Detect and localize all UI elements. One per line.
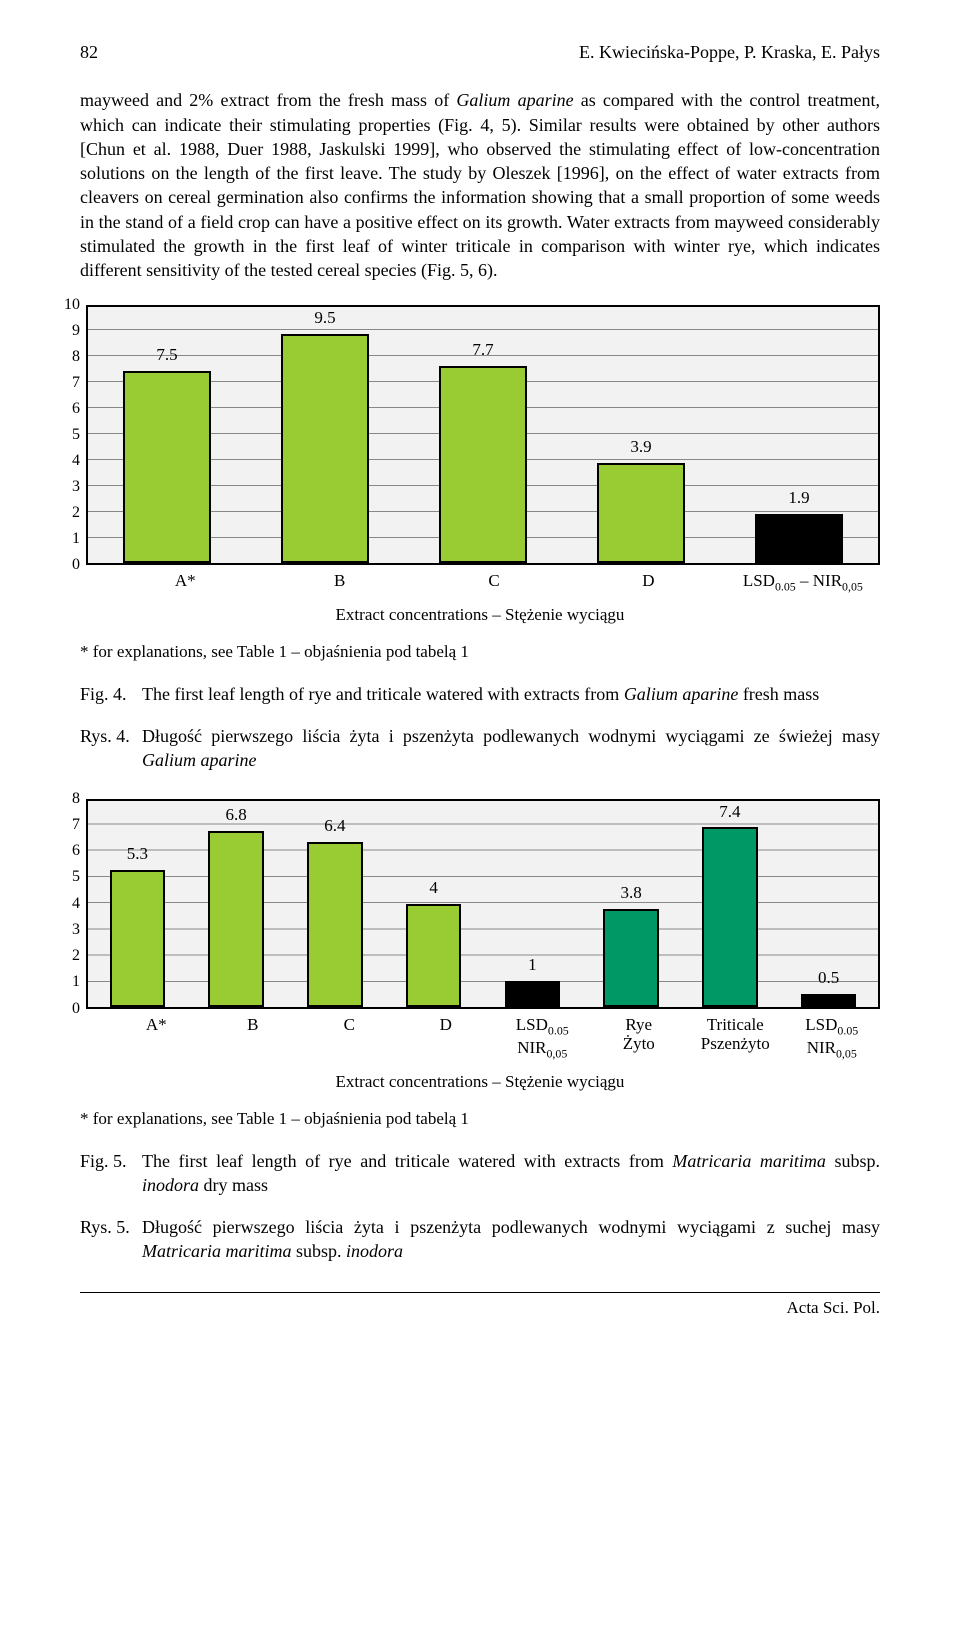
figure-text: Długość pierwszego liścia żyta i pszenży… [142, 724, 880, 773]
bar-value-label: 7.4 [719, 801, 740, 824]
chart-bar: 9.5 [246, 307, 404, 563]
chart-bar: 6.8 [187, 801, 286, 1007]
chart-bar: 7.4 [681, 801, 780, 1007]
x-axis-labels: A*BCDLSD0.05 – NIR0,05 [108, 565, 880, 594]
x-tick-label: D [571, 565, 725, 594]
figure-text: The first leaf length of rye and tritica… [142, 1149, 880, 1198]
x-tick-label: B [262, 565, 416, 594]
chart-bar: 3.9 [562, 307, 720, 563]
x-tick-label: LSD0.05NIR0,05 [784, 1009, 881, 1061]
body-paragraph: mayweed and 2% extract from the fresh ma… [80, 88, 880, 282]
journal-name: Acta Sci. Pol. [787, 1298, 881, 1317]
page-footer: Acta Sci. Pol. [80, 1292, 880, 1320]
x-tick-label: A* [108, 565, 262, 594]
bar-value-label: 0.5 [818, 967, 839, 990]
x-axis-title: Extract concentrations – Stężenie wyciąg… [80, 1071, 880, 1094]
figure-4-caption-pl: Rys. 4. Długość pierwszego liścia żyta i… [80, 724, 880, 773]
figure-5-caption-pl: Rys. 5. Długość pierwszego liścia żyta i… [80, 1215, 880, 1264]
bar-rect [281, 334, 369, 563]
figure-text: The first leaf length of rye and tritica… [142, 682, 880, 706]
bar-value-label: 6.8 [226, 804, 247, 827]
chart-bar: 1.9 [720, 307, 878, 563]
bar-value-label: 7.7 [472, 339, 493, 362]
bar-value-label: 6.4 [324, 815, 345, 838]
figure-4-caption-en: Fig. 4. The first leaf length of rye and… [80, 682, 880, 706]
running-header: 82 E. Kwiecińska-Poppe, P. Kraska, E. Pa… [80, 40, 880, 64]
figure-label: Rys. 5. [80, 1215, 142, 1264]
x-tick-label: LSD0.05NIR0,05 [494, 1009, 591, 1061]
x-tick-label: C [301, 1009, 398, 1061]
bar-rect [110, 870, 165, 1006]
x-tick-label: B [205, 1009, 302, 1061]
figure-text: Długość pierwszego liścia żyta i pszenży… [142, 1215, 880, 1264]
bar-value-label: 3.9 [630, 436, 651, 459]
figure-4-footnote: * for explanations, see Table 1 – objaśn… [80, 641, 880, 664]
bar-rect [505, 981, 560, 1007]
bar-rect [755, 514, 843, 563]
plot-area: 5.3 6.8 6.4 4 1 3.8 [86, 799, 880, 1009]
bar-value-label: 3.8 [621, 882, 642, 905]
figure-label: Fig. 5. [80, 1149, 142, 1198]
bar-rect [439, 366, 527, 563]
bar-value-label: 1 [528, 954, 537, 977]
paragraph-text: mayweed and 2% extract from the fresh ma… [80, 90, 880, 280]
x-axis-labels: A*BCDLSD0.05NIR0,05RyeŻytoTriticalePszen… [108, 1009, 880, 1061]
bar-rect [208, 831, 263, 1006]
page-number: 82 [80, 40, 98, 64]
chart-bar: 4 [384, 801, 483, 1007]
bar-value-label: 4 [429, 877, 438, 900]
plot-area: 7.5 9.5 7.7 3.9 1.9 [86, 305, 880, 565]
figure-label: Rys. 4. [80, 724, 142, 773]
bar-rect [702, 827, 757, 1006]
chart-bar: 3.8 [582, 801, 681, 1007]
x-tick-label: A* [108, 1009, 205, 1061]
bar-value-label: 1.9 [788, 487, 809, 510]
x-tick-label: C [417, 565, 571, 594]
bar-value-label: 9.5 [314, 307, 335, 330]
bar-rect [801, 994, 856, 1007]
chart-bar: 6.4 [286, 801, 385, 1007]
chart-bar: 0.5 [779, 801, 878, 1007]
figure-5-footnote: * for explanations, see Table 1 – objaśn… [80, 1108, 880, 1131]
bar-rect [603, 909, 658, 1007]
chart-bar: 1 [483, 801, 582, 1007]
x-tick-label: RyeŻyto [591, 1009, 688, 1061]
x-tick-label: D [398, 1009, 495, 1061]
x-tick-label: LSD0.05 – NIR0,05 [726, 565, 880, 594]
bar-rect [123, 371, 211, 563]
bar-rect [406, 904, 461, 1007]
bar-value-label: 5.3 [127, 843, 148, 866]
figure-5-chart: cm 876543210 5.3 6.8 6.4 4 1 [80, 799, 880, 1094]
figure-label: Fig. 4. [80, 682, 142, 706]
running-head-authors: E. Kwiecińska-Poppe, P. Kraska, E. Pałys [579, 40, 880, 64]
figure-5-caption-en: Fig. 5. The first leaf length of rye and… [80, 1149, 880, 1198]
bar-value-label: 7.5 [156, 344, 177, 367]
chart-bar: 5.3 [88, 801, 187, 1007]
x-tick-label: TriticalePszenżyto [687, 1009, 784, 1061]
chart-bar: 7.7 [404, 307, 562, 563]
bar-rect [307, 842, 362, 1007]
bar-rect [597, 463, 685, 563]
x-axis-title: Extract concentrations – Stężenie wyciąg… [80, 604, 880, 627]
chart-bar: 7.5 [88, 307, 246, 563]
figure-4-chart: cm 109876543210 7.5 9.5 7.7 3.9 1. [80, 305, 880, 627]
